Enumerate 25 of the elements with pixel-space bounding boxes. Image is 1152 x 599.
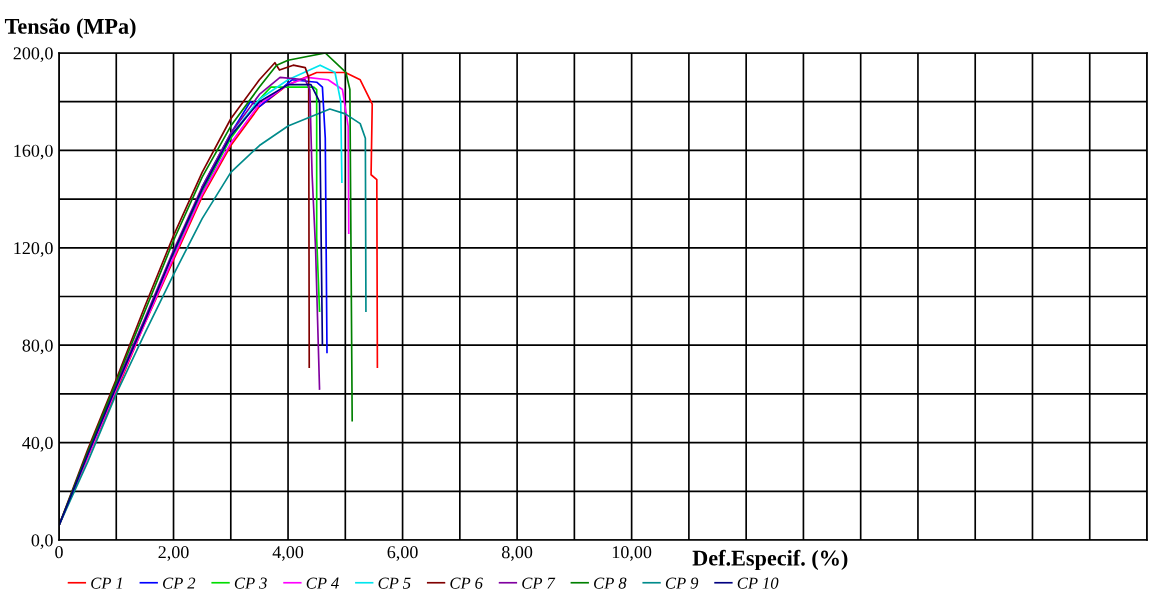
legend-label: CP 2 (162, 577, 196, 589)
y-tick-label: 40,0 (22, 436, 53, 452)
x-tick-label: 0 (55, 546, 63, 559)
legend-label: CP 4 (306, 577, 339, 589)
y-tick-label: 120,0 (14, 242, 53, 257)
legend-label: CP 6 (450, 577, 483, 589)
legend-label: CP 7 (522, 577, 556, 589)
x-tick-label: 2,00 (158, 546, 189, 561)
line-series (172, 86, 321, 312)
y-axis-title: Tensão (MPa) (4, 18, 136, 39)
legend-label: CP 1 (91, 577, 122, 589)
y-tick-label: 160,0 (14, 144, 53, 160)
x-tick-label: 10,00 (612, 546, 652, 561)
x-tick-label: 4,00 (272, 546, 304, 561)
y-tick-label: 80,0 (22, 339, 53, 355)
y-tick-label: 0,0 (31, 534, 53, 550)
legend-label: CP 5 (378, 577, 411, 589)
legend-label: CP 3 (234, 577, 267, 589)
x-tick-label: 6,00 (387, 546, 418, 561)
legend-label: CP 9 (665, 577, 699, 589)
legend-label: CP 8 (594, 577, 627, 589)
legend-label: CP 10 (737, 577, 779, 589)
x-tick-label: 8,00 (502, 546, 533, 561)
y-tick-label: 200,0 (13, 47, 53, 63)
x-axis-title: Def.Especif. (%) (692, 549, 848, 571)
